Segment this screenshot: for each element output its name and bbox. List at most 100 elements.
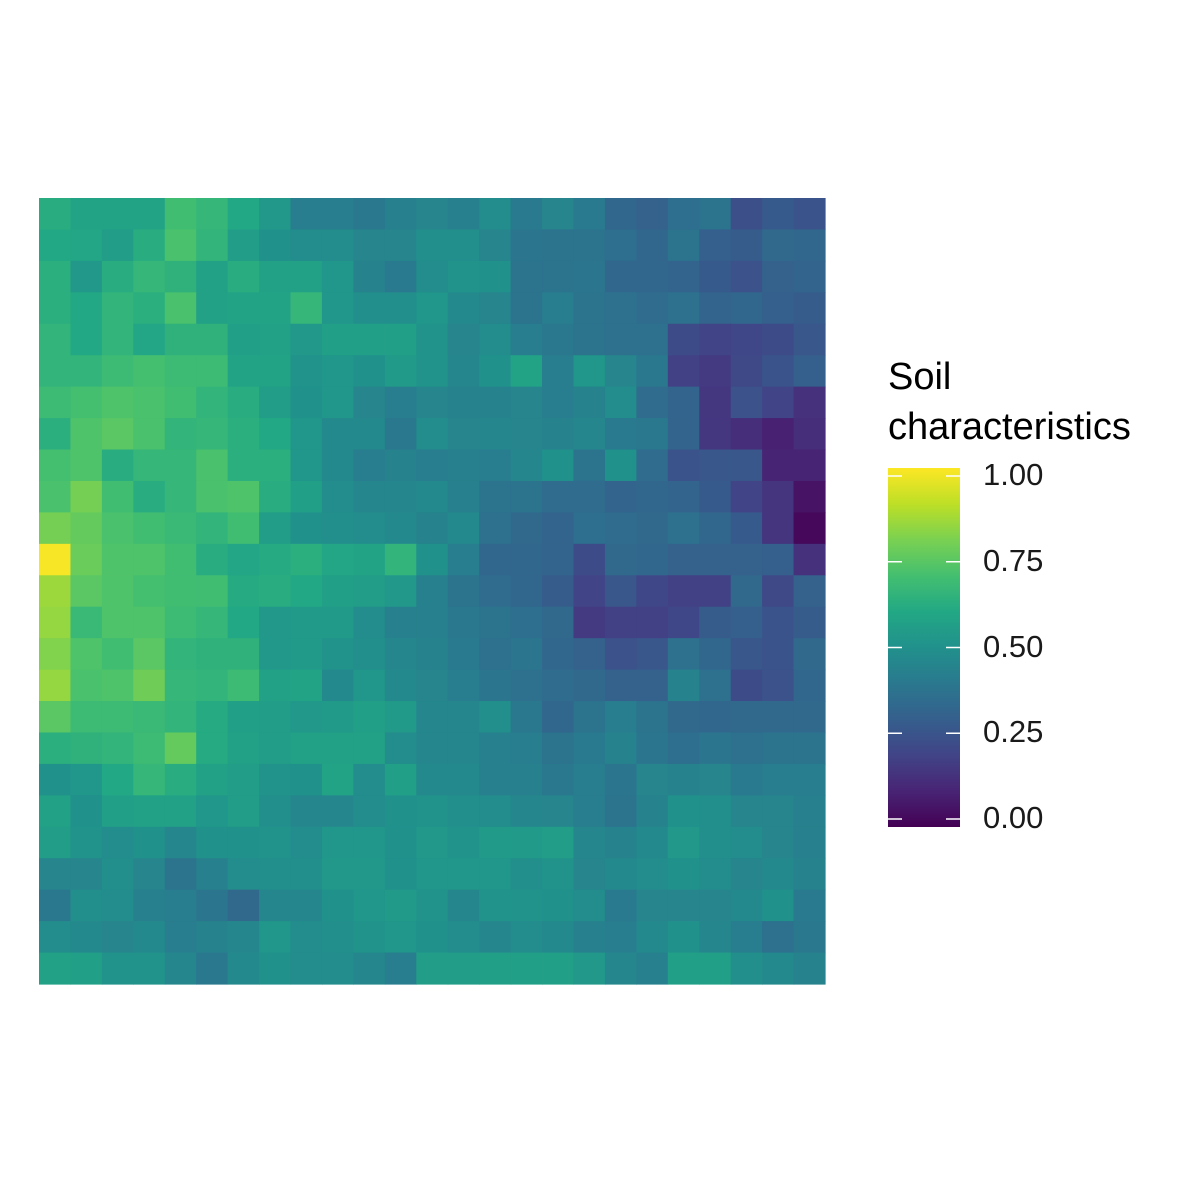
- heatmap-cell: [542, 921, 575, 954]
- heatmap-cell: [39, 386, 72, 419]
- heatmap-cell: [353, 763, 386, 796]
- heatmap-cell: [259, 952, 292, 985]
- heatmap-cell: [542, 355, 575, 388]
- heatmap-cell: [479, 449, 512, 482]
- heatmap-cell: [699, 543, 732, 576]
- heatmap-cell: [321, 386, 354, 419]
- heatmap-cell: [762, 669, 795, 702]
- heatmap-cell: [699, 229, 732, 262]
- heatmap-cell: [699, 198, 732, 231]
- heatmap-cell: [196, 795, 229, 828]
- heatmap-cell: [39, 858, 72, 891]
- heatmap-cell: [667, 826, 700, 859]
- heatmap-cell: [699, 355, 732, 388]
- heatmap-cell: [730, 732, 763, 765]
- heatmap-cell: [479, 198, 512, 231]
- heatmap-cell: [699, 292, 732, 325]
- heatmap-cell: [227, 575, 260, 608]
- heatmap-cell: [321, 355, 354, 388]
- heatmap-cell: [447, 732, 480, 765]
- heatmap-cell: [259, 512, 292, 545]
- heatmap-cell: [510, 763, 543, 796]
- heatmap-cell: [793, 638, 826, 671]
- heatmap-cell: [479, 858, 512, 891]
- heatmap-cell: [290, 292, 323, 325]
- heatmap-cell: [510, 669, 543, 702]
- heatmap-cell: [479, 292, 512, 325]
- heatmap-cell: [70, 638, 103, 671]
- heatmap-cell: [762, 575, 795, 608]
- heatmap-cell: [636, 355, 669, 388]
- heatmap-cell: [730, 198, 763, 231]
- heatmap-cell: [510, 323, 543, 356]
- heatmap-cell: [227, 795, 260, 828]
- heatmap-cell: [70, 701, 103, 734]
- heatmap-cell: [164, 292, 197, 325]
- heatmap-cell: [321, 732, 354, 765]
- heatmap-cell: [447, 952, 480, 985]
- heatmap-cell: [604, 669, 637, 702]
- heatmap-cell: [510, 858, 543, 891]
- heatmap-cell: [164, 575, 197, 608]
- heatmap-cell: [542, 826, 575, 859]
- heatmap-cell: [447, 575, 480, 608]
- heatmap-cell: [353, 826, 386, 859]
- heatmap-cell: [384, 355, 417, 388]
- heatmap-cell: [510, 512, 543, 545]
- heatmap-cell: [510, 952, 543, 985]
- heatmap-cell: [101, 826, 134, 859]
- heatmap-cell: [290, 952, 323, 985]
- heatmap-cell: [321, 229, 354, 262]
- heatmap-cell: [542, 701, 575, 734]
- heatmap-cell: [479, 323, 512, 356]
- heatmap-cell: [542, 763, 575, 796]
- heatmap-cell: [384, 512, 417, 545]
- heatmap-cell: [667, 418, 700, 451]
- heatmap-cell: [636, 543, 669, 576]
- legend-tick-label-0: 0.00: [983, 800, 1044, 835]
- heatmap-cell: [573, 921, 606, 954]
- heatmap-cell: [604, 229, 637, 262]
- heatmap-cell: [321, 575, 354, 608]
- heatmap-cell: [730, 355, 763, 388]
- heatmap-cell: [636, 921, 669, 954]
- heatmap-cell: [667, 260, 700, 293]
- heatmap-cell: [196, 952, 229, 985]
- heatmap-cell: [384, 858, 417, 891]
- heatmap-cell: [290, 480, 323, 513]
- heatmap-cell: [699, 921, 732, 954]
- heatmap-cell: [447, 512, 480, 545]
- heatmap-cell: [762, 449, 795, 482]
- heatmap-cell: [101, 418, 134, 451]
- heatmap-cell: [321, 198, 354, 231]
- heatmap-cell: [101, 323, 134, 356]
- heatmap-cell: [510, 292, 543, 325]
- heatmap-cell: [196, 198, 229, 231]
- heatmap-cell: [196, 512, 229, 545]
- heatmap-cell: [447, 858, 480, 891]
- heatmap-cell: [101, 480, 134, 513]
- heatmap-cell: [39, 732, 72, 765]
- heatmap-cell: [573, 480, 606, 513]
- heatmap-cell: [667, 480, 700, 513]
- heatmap-cell: [290, 921, 323, 954]
- heatmap-cell: [730, 606, 763, 639]
- heatmap-cell: [196, 606, 229, 639]
- heatmap-cell: [353, 952, 386, 985]
- heatmap-cell: [479, 921, 512, 954]
- heatmap-cell: [227, 826, 260, 859]
- heatmap-cell: [133, 858, 166, 891]
- heatmap-cell: [290, 260, 323, 293]
- heatmap-cell: [416, 763, 449, 796]
- heatmap-cell: [667, 386, 700, 419]
- heatmap-cell: [762, 606, 795, 639]
- heatmap-cell: [699, 826, 732, 859]
- heatmap-cell: [604, 198, 637, 231]
- heatmap-cell: [101, 386, 134, 419]
- heatmap-cell: [321, 889, 354, 922]
- heatmap-cell: [101, 355, 134, 388]
- heatmap-cell: [479, 418, 512, 451]
- heatmap-cell: [730, 449, 763, 482]
- heatmap-cell: [447, 889, 480, 922]
